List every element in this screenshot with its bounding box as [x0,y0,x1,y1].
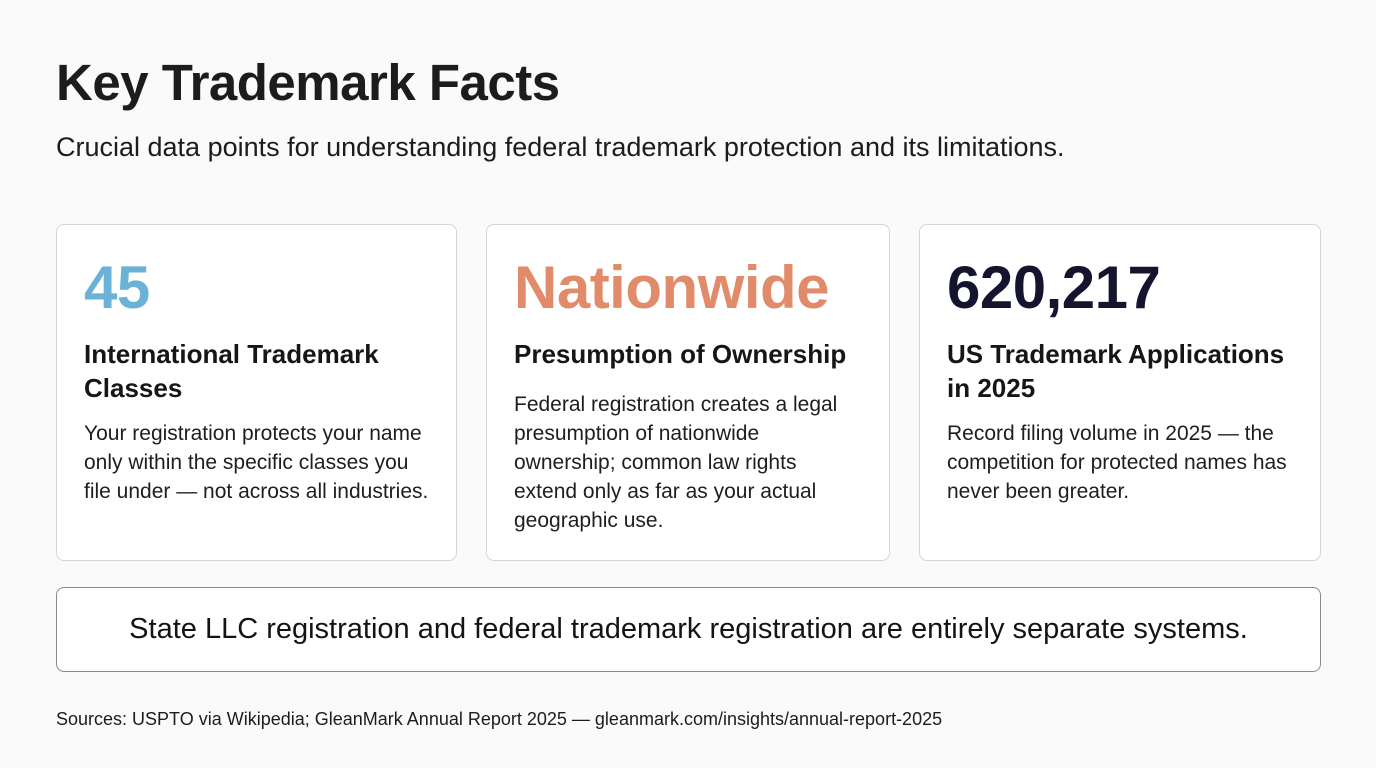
stat-value: 620,217 [947,254,1161,321]
stat-value: 45 [84,254,150,321]
page-title: Key Trademark Facts [56,54,560,111]
page-subtitle: Crucial data points for understanding fe… [56,132,1065,162]
key-callout: State LLC registration and federal trade… [56,587,1321,672]
stat-description: Your registration protects your name onl… [84,422,429,503]
stat-label: US Trademark Applications in 2025 [947,339,1285,403]
stat-label: Presumption of Ownership [514,339,847,369]
stat-description: Federal registration creates a legal pre… [514,393,838,532]
fact-card-classes: 45 International Trademark Classes Your … [56,224,457,561]
fact-card-ownership: Nationwide Presumption of Ownership Fede… [486,224,890,561]
fact-card-applications: 620,217 US Trademark Applications in 202… [919,224,1321,561]
callout-text: State LLC registration and federal trade… [129,613,1248,646]
sources-footnote: Sources: USPTO via Wikipedia; GleanMark … [56,709,943,729]
stat-label: International Trademark Classes [84,339,379,403]
stat-value: Nationwide [514,254,830,321]
stat-description: Record filing volume in 2025 — the compe… [947,422,1287,503]
